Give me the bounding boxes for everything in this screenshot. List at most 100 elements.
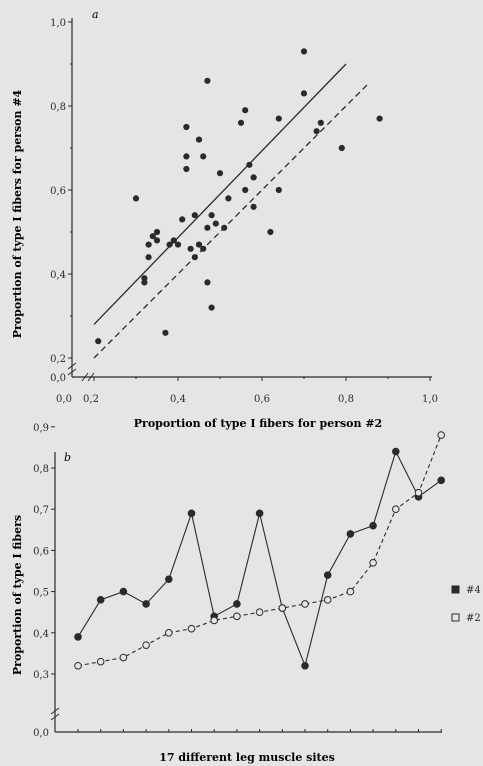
scatter-point: [153, 237, 161, 244]
panel-a-y-tick-label: 0,8: [50, 102, 66, 113]
series-point-person-4: [187, 509, 196, 518]
series-point-person-2: [346, 587, 355, 596]
series-point-person-2: [392, 505, 400, 514]
series-point-person-4: [369, 521, 377, 530]
scatter-point: [191, 212, 198, 219]
scatter-point: [191, 254, 198, 261]
panel-b-axis-breaks: [50, 707, 60, 721]
panel-a-x-tick-label: 0,6: [254, 394, 270, 405]
series-point-person-4: [165, 575, 173, 584]
series-point-person-4: [323, 571, 332, 579]
series-point-person-2: [255, 608, 264, 617]
panel-b-y-axis-title: Proportion of type I fibers: [11, 515, 24, 675]
panel-a-scatter: 0,0 0,2 0,4 0,6 0,8 1,0 0,0 0,2 0,4 0,6 0,8 1,0 a P…: [11, 8, 438, 430]
panel-b-y-tick-label: 0,4: [33, 629, 49, 640]
scatter-point: [338, 144, 345, 152]
scatter-point: [237, 119, 245, 126]
series-point-person-2: [74, 661, 82, 670]
series-point-person-2: [187, 624, 196, 633]
scatter-point: [246, 161, 253, 168]
scatter-point: [200, 245, 207, 252]
legend-label: #2: [466, 613, 481, 624]
scatter-point: [145, 241, 152, 248]
panel-a-y-tick-label: 0,2: [50, 354, 66, 365]
panel-b-y-tick-label: 0,5: [33, 588, 49, 599]
series-point-person-2: [414, 488, 423, 497]
series-point-person-2: [210, 616, 218, 625]
series-point-person-4: [437, 476, 446, 485]
panel-a-y-tick-label: 0,4: [50, 270, 66, 281]
panel-a-x-tick-label: 0,4: [170, 394, 186, 405]
axis-break-mark: [67, 368, 77, 376]
scatter-point: [212, 220, 219, 227]
scatter-point: [183, 153, 190, 160]
series-point-person-2: [233, 612, 241, 621]
scatter-point: [204, 224, 211, 231]
series-point-person-4: [96, 596, 105, 604]
scatter-point: [195, 136, 203, 143]
panel-a-x-tick-label: 0,8: [338, 394, 354, 405]
series-point-person-4: [233, 600, 241, 608]
scatter-point: [267, 228, 274, 236]
scatter-point: [204, 77, 211, 84]
legend-marker: [451, 613, 460, 622]
axis-break-mark: [87, 372, 95, 382]
scatter-point: [242, 107, 249, 114]
scatter-point: [250, 174, 257, 181]
panel-a-points: [95, 48, 383, 345]
series-point-person-4: [119, 587, 128, 596]
axis-break-mark: [50, 707, 60, 715]
series-point-person-2: [278, 604, 287, 612]
axis-break-mark: [67, 362, 77, 370]
scatter-point: [141, 275, 148, 282]
scatter-point: [183, 165, 190, 173]
panel-a-x-axis-title: Proportion of type I fibers for person #…: [134, 417, 382, 430]
panel-a-y-tick-label: 1,0: [50, 18, 66, 29]
scatter-point: [195, 241, 203, 248]
scatter-point: [183, 123, 190, 131]
panel-a-axis-breaks: [67, 362, 95, 382]
scatter-point: [187, 245, 194, 252]
legend-marker: [451, 585, 460, 594]
scatter-point: [166, 241, 173, 248]
scatter-point: [313, 128, 320, 135]
panel-b-line-chart: 0,0 0,3 0,4 0,5 0,6 0,7 0,8 0,9 b Proportion of…: [11, 423, 481, 764]
panel-b-y-tick-label: 0,3: [33, 670, 49, 681]
scatter-point: [208, 212, 215, 219]
panel-a-label: a: [92, 8, 99, 21]
panel-a-y-tick-label: 0,6: [50, 186, 66, 197]
scatter-point: [221, 224, 228, 231]
series-point-person-2: [142, 641, 150, 649]
series-point-person-4: [142, 600, 150, 608]
panel-a-y-tick-label: 0,0: [50, 373, 66, 384]
panel-a-reference-lines: [93, 63, 368, 359]
panel-a-x-tick-label: 0,2: [83, 394, 99, 405]
legend-label: #4: [466, 585, 481, 596]
series-point-person-4: [392, 447, 400, 456]
series-point-person-4: [74, 633, 82, 641]
scatter-point: [208, 304, 215, 311]
series-line-person-2: [77, 434, 442, 667]
identity-line-dashed: [93, 84, 368, 359]
panel-b-ticks: 0,0 0,3 0,4 0,5 0,6 0,7 0,8 0,9: [33, 423, 442, 739]
axis-break-mark: [50, 713, 60, 721]
panel-b-y-tick-label: 0,7: [33, 505, 49, 516]
scatter-point: [242, 186, 249, 194]
scatter-point: [179, 216, 186, 223]
series-line-person-4: [77, 450, 442, 668]
panel-a-y-axis-title: Proportion of type I fibers for person #…: [11, 89, 24, 338]
scatter-point: [95, 338, 102, 345]
panel-a-x-tick-label: 0,0: [56, 394, 72, 405]
scatter-point: [300, 48, 308, 55]
scatter-point: [132, 195, 140, 202]
scatter-point: [225, 195, 232, 202]
series-point-person-2: [323, 596, 332, 604]
scatter-point: [145, 254, 152, 261]
panel-b-y-tick-label: 0,9: [33, 423, 49, 434]
scatter-point: [153, 228, 161, 236]
scatter-point: [162, 329, 169, 336]
regression-line-solid: [93, 63, 347, 325]
panel-a-ticks: 0,0 0,2 0,4 0,6 0,8 1,0 0,0 0,2 0,4 0,6 0,8 1,0: [50, 18, 438, 405]
scatter-point: [275, 115, 282, 122]
panel-a-x-tick-label: 1,0: [422, 394, 438, 405]
